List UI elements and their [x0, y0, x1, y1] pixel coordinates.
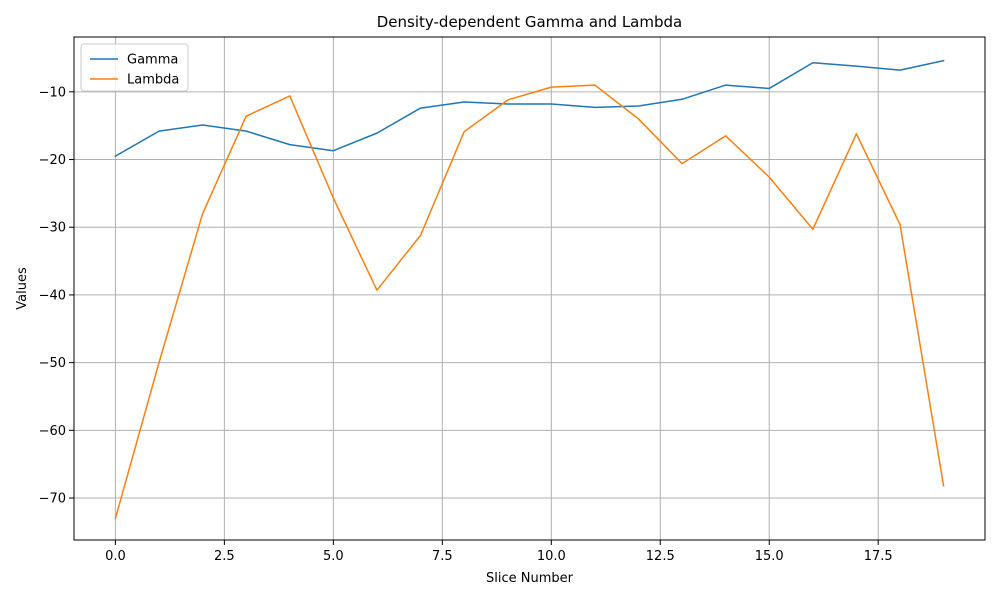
- x-axis-label: Slice Number: [486, 571, 574, 586]
- y-axis-label: Values: [15, 267, 30, 310]
- series-group: [114, 59, 945, 520]
- plot-area: [74, 37, 985, 540]
- x-tick-label: 5.0: [323, 549, 344, 564]
- series-line-lambda: [114, 84, 945, 520]
- x-axis: 0.0 2.5 5.0 7.5 10.0 12.5 15.0 17.5: [105, 540, 893, 564]
- series-line-gamma: [114, 59, 945, 158]
- legend-label-gamma: Gamma: [127, 53, 178, 68]
- x-tick-label: 12.5: [646, 549, 675, 564]
- y-tick-label: −60: [39, 424, 66, 439]
- y-axis: −70 −60 −50 −40 −30 −20 −10: [39, 85, 74, 507]
- legend: Gamma Lambda: [80, 43, 189, 92]
- x-tick-label: 0.0: [105, 549, 126, 564]
- grid: [74, 37, 985, 540]
- y-tick-label: −50: [39, 356, 66, 371]
- x-tick-label: 10.0: [537, 549, 566, 564]
- x-tick-label: 17.5: [864, 549, 893, 564]
- x-tick-label: 15.0: [755, 549, 784, 564]
- x-tick-label: 7.5: [432, 549, 453, 564]
- x-tick-label: 2.5: [214, 549, 235, 564]
- y-tick-label: −40: [39, 288, 66, 303]
- y-tick-label: −70: [39, 492, 66, 507]
- axes-frame: [73, 36, 986, 541]
- chart-title: Density-dependent Gamma and Lambda: [377, 13, 682, 31]
- y-tick-label: −10: [39, 85, 66, 100]
- y-tick-label: −20: [39, 153, 66, 168]
- legend-label-lambda: Lambda: [127, 73, 179, 88]
- y-tick-label: −30: [39, 221, 66, 236]
